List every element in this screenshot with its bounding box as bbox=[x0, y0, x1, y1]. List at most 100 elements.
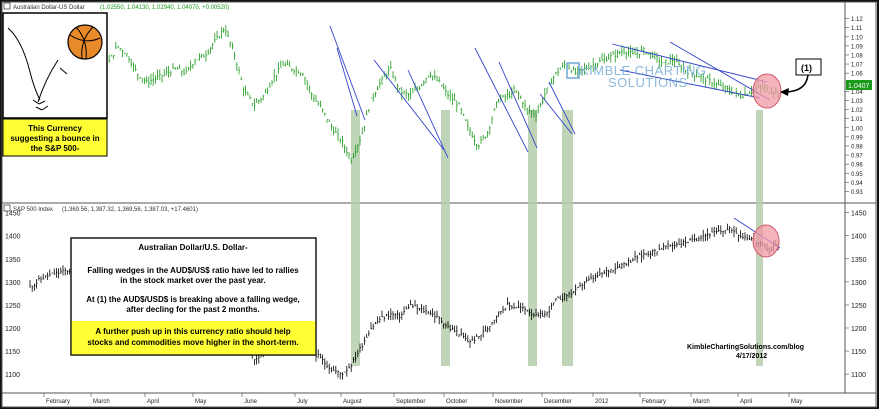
month-label: November bbox=[495, 399, 523, 405]
commentary-highlight bbox=[71, 321, 316, 355]
top-panel-icon bbox=[3, 2, 11, 10]
top-tick-label: 1.08 bbox=[851, 53, 863, 59]
bottom-tick-label-left: 1300 bbox=[5, 280, 21, 287]
commentary-p2-l2: after decling for the past 2 months. bbox=[126, 305, 259, 314]
top-tick-label: 1.10 bbox=[851, 35, 863, 41]
annotation-box bbox=[795, 58, 822, 76]
top-tick-label: 1.03 bbox=[851, 99, 863, 105]
bottom-tick-label-left: 1400 bbox=[5, 234, 21, 241]
trendline-2 bbox=[373, 59, 445, 151]
last-value-text: 1.0407 bbox=[848, 83, 870, 90]
month-label: March bbox=[93, 399, 110, 405]
top-tick-label: 1.06 bbox=[851, 72, 863, 78]
top-tick-label: 1.01 bbox=[851, 117, 863, 123]
month-label: July bbox=[297, 399, 308, 405]
breakout-circle-top bbox=[752, 73, 782, 109]
bottom-panel-symbol: S&P 500 Index bbox=[13, 207, 53, 213]
bottom-tick-label-left: 1100 bbox=[5, 372, 20, 379]
commentary-p1-l2: in the stock market over the past year. bbox=[120, 276, 265, 285]
credit-date: 4/17/2012 bbox=[736, 353, 767, 360]
credit-site: KimbleChartingSolutions.com/blog bbox=[687, 344, 804, 351]
top-tick-label: 1.07 bbox=[851, 63, 863, 69]
top-tick-label: 0.95 bbox=[851, 172, 863, 178]
vband-3 bbox=[562, 110, 573, 366]
month-label: May bbox=[791, 399, 802, 405]
bottom-tick-label-right: 1150 bbox=[851, 349, 866, 356]
bottom-tick-label-left: 1200 bbox=[5, 326, 21, 333]
trendline-8 bbox=[611, 43, 768, 83]
month-label: February bbox=[46, 399, 70, 405]
trendline-4 bbox=[474, 47, 529, 153]
logo-line1: KIMBLE CHARTING bbox=[580, 63, 706, 78]
bottom-tick-label-left: 1250 bbox=[5, 303, 21, 310]
callout-line-3: the S&P 500- bbox=[31, 144, 80, 153]
month-label: June bbox=[244, 399, 258, 405]
month-label: April bbox=[740, 399, 752, 405]
trendline-6 bbox=[539, 93, 573, 135]
top-tick-label: 0.98 bbox=[851, 144, 863, 150]
commentary-p2-l1: At (1) the AUD$/USD$ is breaking above a… bbox=[86, 295, 300, 304]
top-tick-label: 0.97 bbox=[851, 154, 863, 160]
top-tick-label: 1.02 bbox=[851, 108, 863, 114]
breakout-circle-bottom bbox=[752, 224, 780, 258]
top-tick-label: 1.12 bbox=[851, 17, 863, 23]
trendline-1 bbox=[336, 47, 358, 117]
annotation-label: (1) bbox=[801, 63, 812, 73]
bottom-tick-label-right: 1100 bbox=[851, 372, 866, 379]
top-panel-ohlc: (1.02550, 1.04130, 1.02940, 1.04070, +0.… bbox=[100, 5, 229, 11]
logo-line2: SOLUTIONS bbox=[608, 75, 688, 90]
trendlines bbox=[329, 25, 781, 249]
commentary-p3-l2: stocks and commodities move higher in th… bbox=[87, 338, 298, 347]
top-tick-label: 1.00 bbox=[851, 126, 863, 132]
top-tick-label: 1.09 bbox=[851, 44, 863, 50]
month-label: September bbox=[396, 399, 425, 405]
bottom-tick-label-right: 1250 bbox=[851, 303, 867, 310]
bottom-panel-ohlc: (1,369.56, 1,387.32, 1,369.56, 1,387.03,… bbox=[62, 207, 198, 213]
month-label: March bbox=[693, 399, 710, 405]
annotation-arrowhead bbox=[780, 88, 789, 96]
bottom-tick-label-left: 1450 bbox=[5, 211, 21, 218]
month-label: October bbox=[446, 399, 467, 405]
bottom-panel-icon bbox=[3, 204, 11, 212]
callout-line-2: suggesting a bounce in bbox=[10, 134, 99, 143]
top-tick-label: 0.99 bbox=[851, 135, 863, 141]
top-tick-label: 1.11 bbox=[851, 26, 863, 32]
bottom-tick-label-right: 1450 bbox=[851, 211, 867, 218]
bottom-tick-label-right: 1200 bbox=[851, 326, 867, 333]
month-label: May bbox=[195, 399, 206, 405]
top-tick-label: 0.93 bbox=[851, 190, 863, 196]
month-labels: February March April May June July August Septe… bbox=[43, 393, 802, 405]
yellow-callout bbox=[2, 118, 108, 157]
bottom-tick-label-right: 1350 bbox=[851, 257, 867, 264]
commentary-title: Australian Dollar/U.S. Dollar- bbox=[138, 243, 248, 252]
vband-2 bbox=[528, 110, 537, 366]
trendline-7 bbox=[548, 81, 576, 135]
logo: KIMBLE CHARTING SOLUTIONS bbox=[566, 62, 706, 90]
bottom-tick-label-right: 1300 bbox=[851, 280, 867, 287]
commentary-p1-l1: Falling wedges in the AUD$/US$ ratio hav… bbox=[87, 266, 299, 275]
top-tick-label: 0.96 bbox=[851, 163, 863, 169]
month-label: 2012 bbox=[595, 399, 609, 405]
top-tick-label: 1.04 bbox=[851, 90, 863, 96]
trendline-9 bbox=[619, 69, 761, 99]
trendline-3 bbox=[407, 69, 449, 159]
x-axis-bar bbox=[1, 392, 877, 408]
month-label: February bbox=[642, 399, 666, 405]
month-label: April bbox=[147, 399, 159, 405]
trendline-5 bbox=[498, 61, 538, 149]
last-value-box bbox=[846, 80, 872, 90]
trendline-0 bbox=[329, 25, 366, 121]
aud-usd-bars bbox=[29, 25, 780, 164]
top-panel-symbol: Australian Dollar-US Dollar bbox=[13, 5, 85, 11]
bottom-tick-label-left: 1150 bbox=[5, 349, 20, 356]
bottom-tick-label-right: 1400 bbox=[851, 234, 867, 241]
commentary-p3-l1: A further push up in this currency ratio… bbox=[95, 327, 290, 336]
callout-line-1: This Currency bbox=[28, 124, 82, 133]
month-label: August bbox=[343, 399, 362, 405]
month-label: December bbox=[544, 399, 572, 405]
top-panel bbox=[1, 1, 877, 204]
top-tick-label: 0.94 bbox=[851, 181, 863, 187]
vband-1 bbox=[441, 110, 450, 366]
basketball-illustration bbox=[7, 24, 103, 111]
